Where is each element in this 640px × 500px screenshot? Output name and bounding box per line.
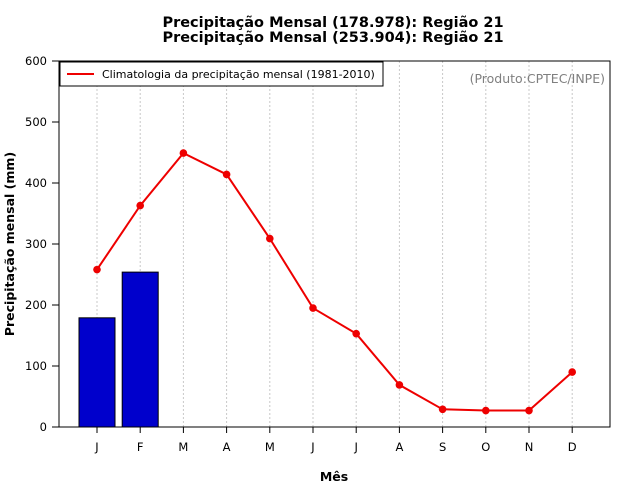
x-tick-label: F: [137, 440, 144, 454]
series-point: [136, 201, 144, 210]
x-tick-label: J: [310, 440, 314, 454]
legend-climatology-label: Climatologia da precipitação mensal (198…: [102, 68, 375, 81]
x-tick-label: D: [568, 440, 577, 454]
series-point: [222, 170, 231, 179]
series-point: [482, 406, 490, 415]
x-tick-label: N: [525, 440, 534, 454]
chart-title-line-2: Precipitação Mensal (253.904): Região 21: [162, 30, 503, 46]
x-tick-label: A: [223, 440, 231, 454]
x-tick-label: M: [178, 440, 188, 454]
x-tick-label: J: [353, 440, 357, 454]
x-tick-label: O: [481, 440, 490, 454]
series-point: [395, 381, 404, 389]
y-tick-label: 400: [25, 176, 47, 190]
bar-series: [78, 271, 159, 428]
x-tick-label: S: [439, 440, 446, 454]
y-tick-label: 600: [25, 54, 47, 68]
vertical-grid: [96, 61, 573, 427]
y-axis-label: Precipitação mensal (mm): [2, 152, 17, 336]
series-point: [93, 265, 101, 274]
series-point: [266, 234, 274, 243]
y-tick-label: 200: [25, 298, 47, 312]
series-point: [309, 304, 317, 312]
bar: [121, 271, 159, 428]
product-annotation: (Produto:CPTEC/INPE): [470, 71, 605, 86]
y-tick-label: 100: [25, 359, 47, 373]
x-tick-label: M: [265, 440, 275, 454]
x-tick-label: J: [94, 440, 98, 454]
chart-title-line-1: Precipitação Mensal (178.978): Região 21: [162, 15, 503, 31]
x-tick-label: A: [395, 440, 403, 454]
y-tick-label: 0: [40, 420, 47, 434]
series-point: [525, 406, 533, 415]
bar: [78, 317, 116, 428]
y-axis: 0 100 200 300 400 500 600: [25, 54, 59, 434]
series-point: [568, 368, 576, 376]
series-point: [352, 329, 361, 338]
climatology-series: [93, 149, 576, 415]
series-point: [179, 149, 188, 157]
y-tick-label: 300: [25, 237, 47, 251]
series-point: [438, 405, 447, 414]
series-line: [96, 151, 573, 412]
x-axis-label: Mês: [320, 469, 348, 484]
legend-box: [59, 61, 384, 87]
legend: Climatologia da precipitação mensal (198…: [59, 61, 384, 87]
y-tick-label: 500: [25, 115, 47, 129]
